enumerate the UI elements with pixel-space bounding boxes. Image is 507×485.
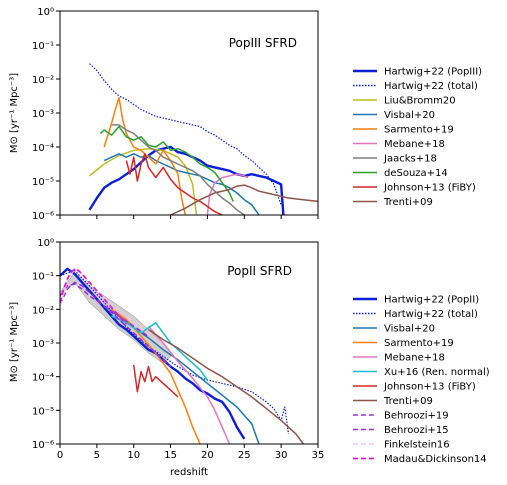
popii-x-tick-label: 25	[238, 450, 251, 461]
popii-series-line-10	[60, 268, 164, 347]
popiii-legend: Hartwig+22 (PopIII) Hartwig+22 (total) Liu…	[353, 67, 482, 208]
popii-x-tick-label: 0	[57, 450, 63, 461]
popii-legend-label-9: Behroozi+15	[384, 425, 449, 436]
popiii-x-ticks	[59, 215, 319, 219]
popiii-series-line-7	[99, 125, 234, 202]
popiii-y-tick-label: 10⁻⁶	[32, 211, 54, 222]
popii-legend-label-7: Trenti+09	[383, 396, 433, 407]
popiii-series-line-6	[111, 124, 245, 215]
popiii-legend-label-0: Hartwig+22 (PopIII)	[384, 67, 482, 78]
popii-y-tick-label: 10⁻³	[32, 339, 54, 350]
popii-x-ticks: 0 5 10 15 20 25 30 35	[57, 444, 325, 461]
popiii-legend-label-4: Sarmento+19	[384, 125, 454, 136]
popii-legend-label-11: Madau&Dickinson14	[384, 454, 487, 465]
popii-x-tick-label: 10	[127, 450, 140, 461]
popii-series-line-5	[111, 315, 209, 381]
popii-series-layer	[60, 267, 304, 444]
popii-x-axis-label: redshift	[170, 467, 208, 478]
popii-legend-label-1: Hartwig+22 (total)	[384, 309, 478, 320]
popii-y-tick-label: 10⁻⁴	[32, 373, 54, 384]
popiii-legend-label-8: Johnson+13 (FiBY)	[383, 183, 476, 194]
popii-legend-label-10: Finkelstein16	[384, 440, 450, 451]
popii-panel: 0 5 10 15 20 25 30 35 10⁻⁶10⁻⁵10⁻⁴10⁻³10⁻²10⁻¹1…	[9, 238, 490, 478]
popii-series-line-11	[60, 267, 127, 326]
popii-legend-label-5: Xu+16 (Ren. normal)	[384, 367, 490, 378]
popiii-y-tick-label: 10⁻¹	[32, 41, 54, 52]
popii-y-tick-label: 10⁻⁵	[32, 406, 54, 417]
popii-y-ticks: 10⁻⁶ 10⁻⁵ 10⁻⁴ 10⁻³ 10⁻² 10⁻¹ 10⁰	[32, 238, 60, 451]
popiii-y-tick-label: 10⁻²	[32, 75, 54, 86]
popii-legend-label-3: Sarmento+19	[384, 338, 454, 349]
popiii-series-line-8	[125, 153, 223, 215]
popiii-series-line-2	[89, 147, 198, 215]
popiii-y-tick-label: 10⁰	[37, 7, 54, 18]
popii-x-tick-label: 15	[164, 450, 177, 461]
popiii-legend-label-2: Liu&Bromm20	[384, 96, 456, 107]
popii-legend-label-6: Johnson+13 (FiBY)	[383, 382, 476, 393]
popii-series-line-1	[60, 270, 290, 434]
popiii-y-tick-label: 10⁻⁵	[32, 177, 54, 188]
popiii-legend-label-9: Trenti+09	[383, 197, 433, 208]
popiii-chart-title: PopIII SFRD	[229, 36, 297, 50]
popii-series-line-4	[147, 325, 231, 444]
popii-legend-label-8: Behroozi+19	[384, 411, 449, 422]
popii-legend-label-4: Mebane+18	[384, 353, 445, 364]
popii-series-line-7	[148, 328, 304, 444]
popiii-legend-label-7: deSouza+14	[384, 168, 448, 179]
popiii-series-line-1	[89, 63, 282, 206]
popii-legend-label-0: Hartwig+22 (PopII)	[384, 295, 479, 306]
popiii-series-line-0	[88, 145, 285, 215]
popii-y-tick-label: 10⁰	[37, 238, 54, 249]
popii-y-tick-label: 10⁻⁶	[32, 440, 54, 451]
popii-y-tick-label: 10⁻¹	[32, 272, 54, 283]
popii-legend: Hartwig+22 (PopII) Hartwig+22 (total) Visb…	[353, 295, 490, 465]
popiii-y-tick-label: 10⁻³	[32, 109, 54, 120]
popiii-legend-label-1: Hartwig+22 (total)	[384, 81, 478, 92]
popii-y-axis-label: M⊙ [yr⁻¹ Mpc⁻³]	[9, 302, 20, 382]
popii-x-tick-label: 30	[275, 450, 288, 461]
popiii-series-line-3	[103, 153, 260, 215]
popii-y-tick-label: 10⁻²	[32, 305, 54, 316]
popii-x-tick-label: 20	[201, 450, 214, 461]
popiii-series-line-4	[103, 96, 187, 215]
popiii-legend-label-5: Mebane+18	[384, 139, 445, 150]
popiii-y-tick-label: 10⁻⁴	[32, 143, 54, 154]
popii-series-line-0	[60, 267, 246, 440]
popiii-y-ticks: 10⁻⁶ 10⁻⁵ 10⁻⁴ 10⁻³ 10⁻² 10⁻¹ 10⁰	[32, 7, 60, 222]
popii-series-line-9	[60, 281, 172, 368]
popiii-series-line-9	[170, 184, 318, 215]
popii-series-line-6	[132, 364, 179, 398]
popiii-y-axis-label: M⊙ [yr⁻¹ Mpc⁻³]	[9, 73, 20, 153]
popii-chart-title: PopII SFRD	[227, 264, 292, 278]
popiii-legend-label-6: Jaacks+18	[383, 154, 437, 165]
popii-x-tick-label: 35	[312, 450, 325, 461]
popii-legend-label-2: Visbal+20	[384, 324, 435, 335]
popiii-series-line-5	[206, 173, 249, 215]
popii-x-tick-label: 5	[94, 450, 100, 461]
popiii-series-layer	[88, 63, 318, 215]
popiii-legend-label-3: Visbal+20	[384, 110, 435, 121]
